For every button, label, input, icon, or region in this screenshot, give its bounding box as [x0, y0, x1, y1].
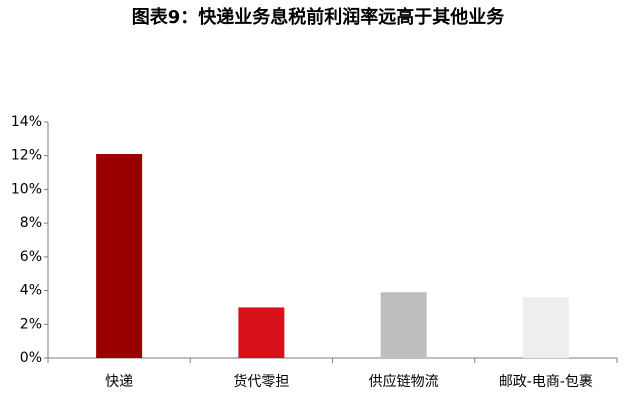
x-tick-label: 供应链物流	[369, 373, 439, 390]
bar	[238, 307, 285, 358]
chart-title: 图表9：快递业务息税前利润率远高于其他业务	[132, 6, 506, 28]
y-tick-label: 10%	[11, 181, 42, 197]
x-tick-label: 货代零担	[233, 373, 289, 390]
y-tick-label: 0%	[20, 350, 42, 366]
y-tick-label: 8%	[20, 215, 42, 231]
y-tick-label: 14%	[11, 114, 42, 130]
y-tick-label: 4%	[20, 283, 42, 299]
bar	[380, 292, 427, 358]
x-tick-label: 快递	[105, 374, 133, 390]
y-tick-label: 6%	[20, 249, 42, 265]
y-tick-label: 12%	[11, 148, 42, 164]
y-tick-label: 2%	[20, 316, 42, 332]
x-tick-label: 邮政-电商-包裹	[499, 374, 593, 390]
bar	[522, 297, 569, 358]
bar	[96, 154, 143, 358]
